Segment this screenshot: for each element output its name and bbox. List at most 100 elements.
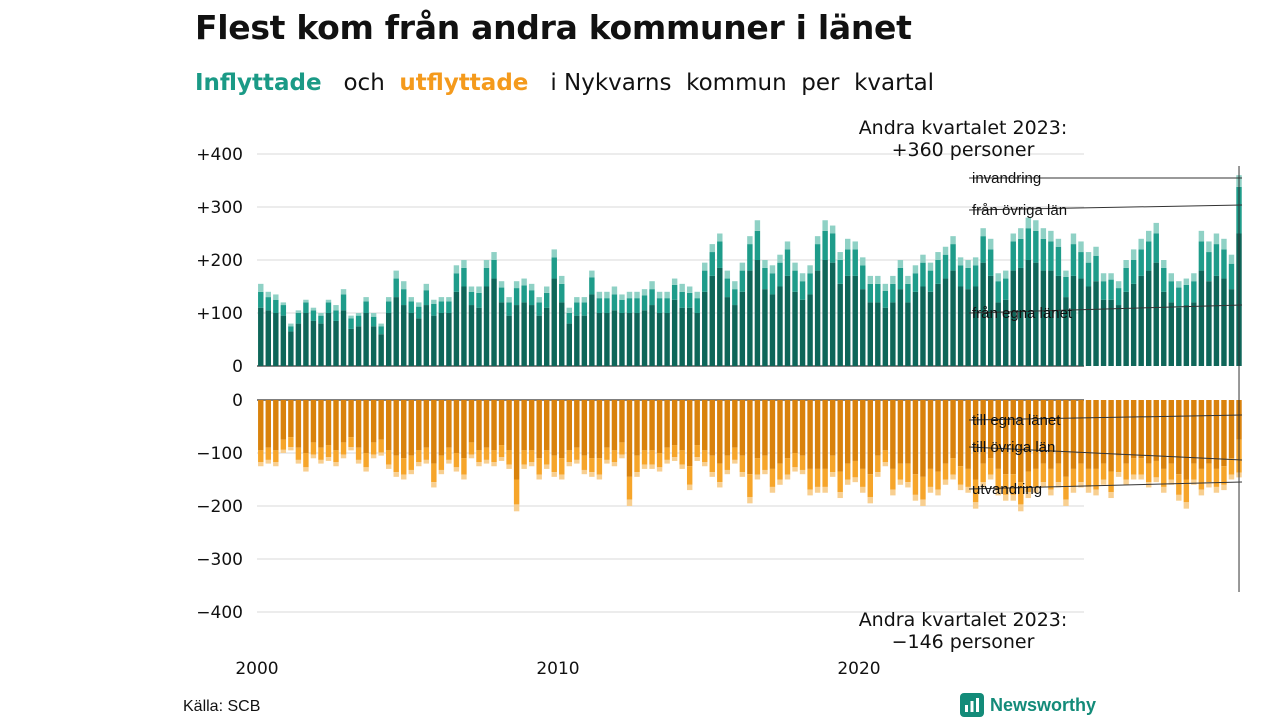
- bar-in-ovriga: [498, 287, 505, 303]
- bar-out-egna: [1183, 400, 1190, 480]
- bar-out-egna: [724, 400, 731, 456]
- bar-out-utvandring: [1003, 494, 1009, 501]
- bar-out-utvandring: [1130, 474, 1137, 480]
- bar-out-ovriga: [611, 450, 618, 463]
- bar-out-utvandring: [431, 482, 437, 488]
- bar-out-ovriga: [679, 450, 685, 465]
- bar-out-ovriga: [935, 471, 941, 490]
- bar-in-ovriga: [273, 299, 279, 313]
- bar-out-egna: [483, 400, 490, 448]
- bar-in-ovriga: [476, 292, 482, 308]
- bar-out-egna: [385, 400, 392, 451]
- bar-out-utvandring: [927, 486, 934, 493]
- bar-in-ovriga: [1176, 287, 1182, 308]
- bar-in-ovriga: [604, 298, 610, 313]
- bar-in-egna: [536, 315, 542, 366]
- bar-in-egna: [318, 323, 324, 366]
- bar-out-egna: [822, 400, 828, 469]
- bar-in-ovriga: [1078, 252, 1084, 279]
- bar-in-ovriga: [972, 265, 979, 287]
- bar-out-ovriga: [1010, 474, 1016, 495]
- bar-in-egna: [348, 328, 354, 366]
- bar-out-utvandring: [461, 474, 467, 480]
- bar-in-egna: [513, 305, 520, 366]
- bar-in-invandring: [762, 260, 768, 268]
- bar-out-utvandring: [1176, 494, 1182, 501]
- bar-in-invandring: [288, 323, 294, 327]
- bar-in-egna: [626, 313, 633, 366]
- bar-in-ovriga: [882, 290, 889, 308]
- bar-out-utvandring: [408, 469, 414, 475]
- bar-in-invandring: [528, 283, 535, 291]
- bar-out-ovriga: [717, 463, 723, 483]
- bar-out-ovriga: [1146, 463, 1152, 483]
- bar-out-egna: [694, 400, 700, 446]
- bar-out-ovriga: [1108, 471, 1114, 493]
- bar-in-ovriga: [355, 315, 362, 327]
- bar-out-ovriga: [649, 450, 655, 465]
- subtitle-utflyttade: utflyttade: [399, 70, 529, 96]
- bar-in-egna: [769, 294, 776, 366]
- bar-out-utvandring: [965, 486, 971, 493]
- bar-in-ovriga: [401, 289, 407, 306]
- y-tick-top: +100: [196, 304, 243, 324]
- bar-out-ovriga: [1055, 463, 1062, 483]
- bar-in-ovriga: [837, 260, 843, 284]
- annotation-bottom-line2: −146 personer: [892, 631, 1035, 653]
- bar-in-egna: [837, 283, 843, 366]
- bar-in-ovriga: [513, 288, 520, 306]
- bar-out-egna: [288, 400, 294, 438]
- bar-in-invandring: [438, 297, 445, 302]
- bar-in-ovriga: [1228, 263, 1235, 290]
- bar-in-ovriga: [694, 298, 700, 313]
- bar-in-invandring: [950, 236, 956, 245]
- bar-in-ovriga: [258, 291, 264, 308]
- bar-out-ovriga: [980, 463, 986, 483]
- bar-in-egna: [258, 307, 264, 366]
- bar-in-invandring: [574, 297, 580, 303]
- bar-in-egna: [1115, 305, 1122, 366]
- bar-out-ovriga: [333, 450, 339, 463]
- bar-in-egna: [717, 267, 723, 366]
- y-tick-bottom: 0: [232, 391, 243, 411]
- bar-in-egna: [784, 275, 791, 366]
- bar-out-utvandring: [1055, 482, 1062, 488]
- bar-in-invandring: [385, 297, 392, 302]
- bar-out-ovriga: [401, 458, 407, 475]
- bar-in-ovriga: [905, 283, 911, 303]
- bar-out-ovriga: [446, 447, 452, 460]
- bar-in-egna: [619, 313, 625, 366]
- bar-out-egna: [370, 400, 377, 443]
- bar-out-egna: [446, 400, 452, 448]
- bar-in-egna: [920, 286, 926, 366]
- bar-in-ovriga: [1085, 262, 1092, 287]
- bar-in-ovriga: [1168, 281, 1174, 303]
- bar-in-egna: [897, 289, 904, 366]
- bar-in-egna: [521, 302, 527, 366]
- bar-out-ovriga: [461, 458, 467, 475]
- bar-out-ovriga: [694, 445, 700, 458]
- bar-in-ovriga: [792, 270, 798, 292]
- bar-in-ovriga: [724, 278, 731, 298]
- bar-out-utvandring: [717, 482, 723, 488]
- bar-in-ovriga: [769, 273, 776, 295]
- bar-in-ovriga: [762, 267, 768, 290]
- bar-in-invandring: [1040, 228, 1047, 239]
- bar-in-invandring: [626, 291, 633, 299]
- bar-in-egna: [551, 278, 557, 366]
- bar-out-utvandring: [769, 486, 776, 493]
- bar-in-invandring: [536, 297, 542, 303]
- bar-in-ovriga: [1153, 233, 1159, 263]
- bar-in-ovriga: [747, 244, 753, 271]
- leader-out_ovriga: [968, 446, 1243, 461]
- bar-out-utvandring: [649, 464, 655, 469]
- bar-in-invandring: [852, 241, 858, 250]
- bar-in-ovriga: [822, 230, 828, 260]
- bar-out-egna: [303, 400, 309, 453]
- bar-out-utvandring: [528, 462, 535, 467]
- bar-in-invandring: [611, 286, 618, 295]
- bar-out-utvandring: [641, 464, 648, 469]
- bar-out-ovriga: [355, 447, 362, 460]
- bar-out-utvandring: [581, 469, 588, 475]
- bar-in-invandring: [882, 283, 889, 291]
